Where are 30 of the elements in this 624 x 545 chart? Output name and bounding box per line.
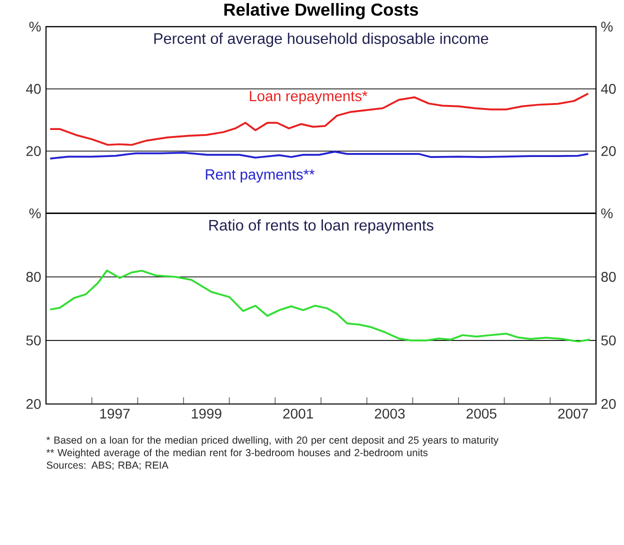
y-tick-label: % xyxy=(29,22,41,32)
y-tick-label: 40 xyxy=(26,84,41,94)
x-tick-label: 2007 xyxy=(558,408,588,419)
series-label: Rent payments** xyxy=(206,169,315,183)
y-tick-label: 20 xyxy=(26,146,41,156)
text: ** Weighted average of the median rent for 3-bedroom houses and 2-bedroom units xyxy=(46,448,428,458)
y-tick-label: 20 xyxy=(26,399,41,409)
chart-title: Ratio of rents to loan repayments xyxy=(209,219,434,234)
y2-tick-label: 20 xyxy=(601,399,616,409)
text: * Based on a loan for the median priced dwelling, with 20 per cent deposit and 25 years to maturity xyxy=(46,436,498,446)
x-tick-label: 2001 xyxy=(283,408,313,419)
line-series xyxy=(49,270,591,342)
x-tick-label: 1997 xyxy=(100,408,130,419)
y2-tick-label: 40 xyxy=(601,84,616,94)
x-tick-label: 1999 xyxy=(192,408,222,419)
series-label: Loan repayments* xyxy=(250,91,368,104)
y2-tick-label: 20 xyxy=(601,146,616,156)
y2-tick-label: % xyxy=(601,208,613,218)
y-tick-label: 50 xyxy=(26,335,41,346)
source-note: Sources: ABS; RBA; REIA xyxy=(46,462,168,470)
x-tick-label: 2003 xyxy=(374,408,405,419)
y-tick-label: % xyxy=(29,208,41,218)
chart-subtitle: Percent of average household disposable income xyxy=(154,32,488,47)
chart-title: Relative Dwelling Costs xyxy=(224,3,418,20)
y2-tick-label: 50 xyxy=(601,335,616,346)
line-series xyxy=(49,92,590,146)
x-tick-label: 2005 xyxy=(466,408,496,419)
y2-tick-label: % xyxy=(601,22,613,32)
y-tick-label: 80 xyxy=(26,272,41,282)
y2-tick-label: 80 xyxy=(601,272,616,282)
